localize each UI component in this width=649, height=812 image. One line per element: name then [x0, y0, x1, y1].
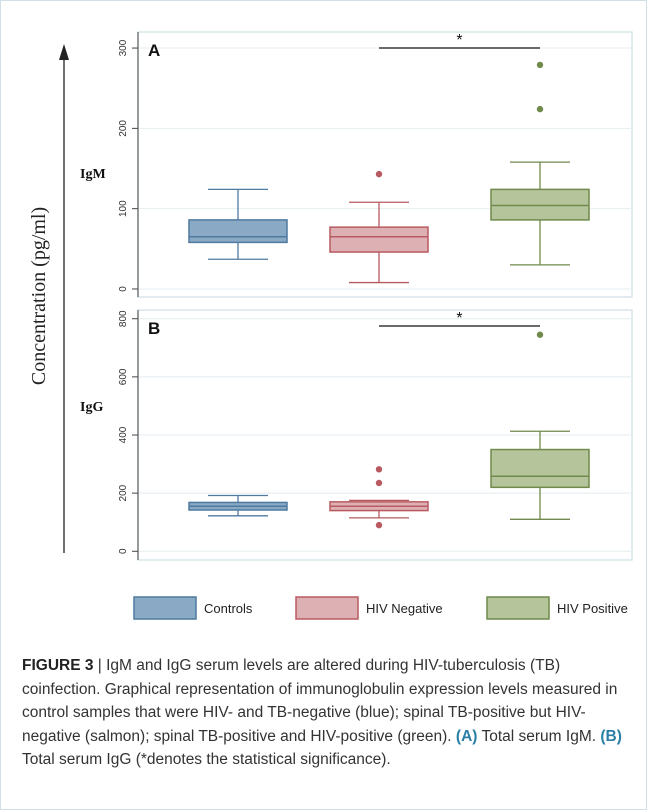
caption-text-3: Total serum IgG (*denotes the statistica… — [22, 751, 391, 768]
row-label-IgG: IgG — [80, 400, 103, 415]
legend-swatch — [295, 596, 359, 620]
y-tick-label: 600 — [118, 368, 129, 385]
box-hiv-positive — [490, 331, 590, 520]
arrow-head-icon — [59, 44, 69, 60]
panel-B-label: B — [148, 319, 160, 338]
y-axis-title: Concentration (pg/ml) — [28, 207, 50, 385]
legend-label: HIV Positive — [557, 601, 628, 616]
box-controls — [188, 188, 288, 260]
row-label-IgM: IgM — [80, 167, 106, 182]
iqr-box — [188, 219, 288, 244]
figure-caption: FIGURE 3 | IgM and IgG serum levels are … — [22, 654, 634, 772]
legend-swatch — [486, 596, 550, 620]
legend-label: Controls — [204, 601, 253, 616]
significance-star: * — [456, 310, 462, 327]
outlier-point — [536, 105, 544, 113]
caption-ref-a: (A) — [455, 727, 478, 745]
box-hiv-negative — [329, 466, 429, 529]
caption-text-1: | IgM and IgG serum levels are altered d… — [22, 657, 618, 745]
legend-label: HIV Negative — [366, 601, 443, 616]
outlier-point — [375, 521, 383, 529]
caption-ref-b: (B) — [600, 727, 622, 745]
box-plot-figure: Concentration (pg/ml) 0 100 200 300 A IgM * 0 200… — [28, 31, 633, 620]
y-tick-label: 400 — [118, 426, 129, 443]
y-tick-label: 200 — [118, 120, 129, 137]
outlier-point — [375, 479, 383, 487]
panel-A-plot-area — [137, 31, 633, 298]
significance-star: * — [456, 32, 462, 49]
figure-label: FIGURE 3 — [22, 657, 94, 674]
outlier-point — [536, 61, 544, 69]
box-controls — [188, 494, 288, 517]
box-hiv-positive — [490, 61, 590, 266]
iqr-box — [490, 448, 590, 489]
panel-A-label: A — [148, 41, 160, 60]
iqr-box — [329, 226, 429, 253]
y-tick-label: 0 — [118, 548, 129, 554]
y-tick-label: 0 — [118, 286, 129, 292]
y-tick-label: 300 — [118, 39, 129, 56]
box-hiv-negative — [329, 170, 429, 284]
y-tick-label: 100 — [118, 200, 129, 217]
y-tick-label: 200 — [118, 484, 129, 501]
iqr-box — [490, 188, 590, 221]
outlier-point — [375, 170, 383, 178]
caption-text-2: Total serum IgM. — [477, 727, 601, 745]
y-tick-label: 800 — [118, 310, 129, 327]
legend-swatch — [133, 596, 197, 620]
outlier-point — [375, 466, 383, 473]
outlier-point — [536, 331, 544, 338]
